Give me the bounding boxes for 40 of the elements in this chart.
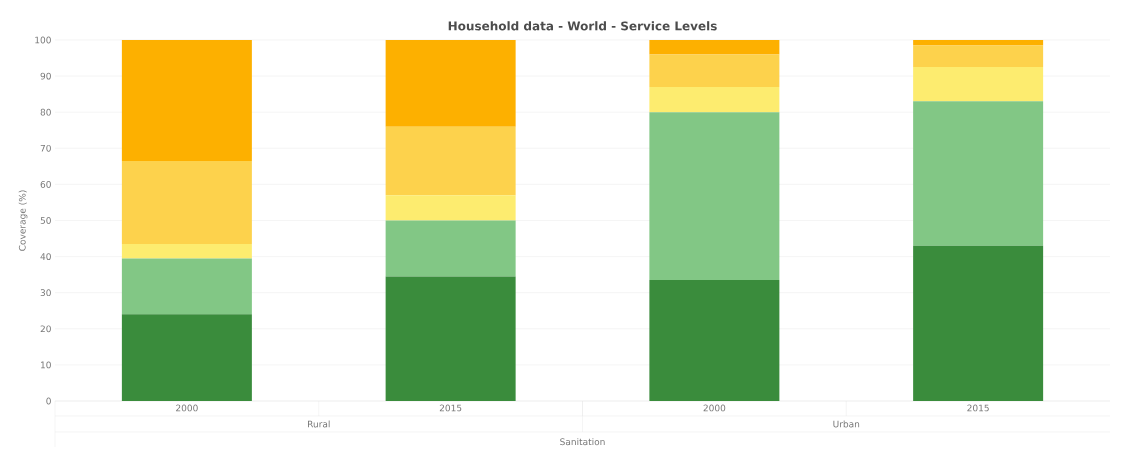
bar <box>913 40 1044 46</box>
y-tick-label: 80 <box>40 108 51 116</box>
bar <box>385 40 516 127</box>
bar <box>649 54 780 87</box>
bar <box>913 45 1044 68</box>
y-tick-label: 40 <box>40 253 51 260</box>
bar <box>121 243 252 259</box>
bar <box>649 86 780 113</box>
x-tick-label: 2000 <box>176 404 198 412</box>
x-tick-label: 2000 <box>703 404 726 412</box>
bar <box>385 126 516 196</box>
text: Urban <box>833 420 860 428</box>
y-tick-label: 60 <box>40 180 51 188</box>
x-tick-label: 2015 <box>967 404 989 412</box>
y-tick-label: 30 <box>40 289 51 297</box>
text: Rural <box>308 420 330 428</box>
x-axis-title: Sanitation <box>560 438 605 446</box>
y-tick-label: 10 <box>41 361 51 369</box>
bar <box>913 245 1044 401</box>
bar <box>121 314 252 401</box>
y-tick-label: 90 <box>40 72 51 80</box>
bar <box>385 276 516 401</box>
y-tick-label: 20 <box>40 325 51 333</box>
bar <box>649 40 780 55</box>
chart-title: Household data - World - Service Levels <box>448 21 717 31</box>
bar <box>913 67 1044 102</box>
bar <box>121 40 252 161</box>
bar <box>385 220 516 277</box>
bar <box>385 195 516 221</box>
y-tick-label: 0 <box>46 397 51 405</box>
y-tick-label: 50 <box>40 217 51 224</box>
bar <box>649 112 780 281</box>
bar <box>913 101 1044 246</box>
bar <box>121 258 252 315</box>
y-tick-label: 100 <box>35 36 51 44</box>
x-tick-label: 2015 <box>439 404 462 412</box>
y-tick-label: 70 <box>40 144 51 152</box>
y-axis-title: Coverage (%) <box>18 190 28 251</box>
bar <box>121 160 252 244</box>
bar <box>649 280 780 401</box>
